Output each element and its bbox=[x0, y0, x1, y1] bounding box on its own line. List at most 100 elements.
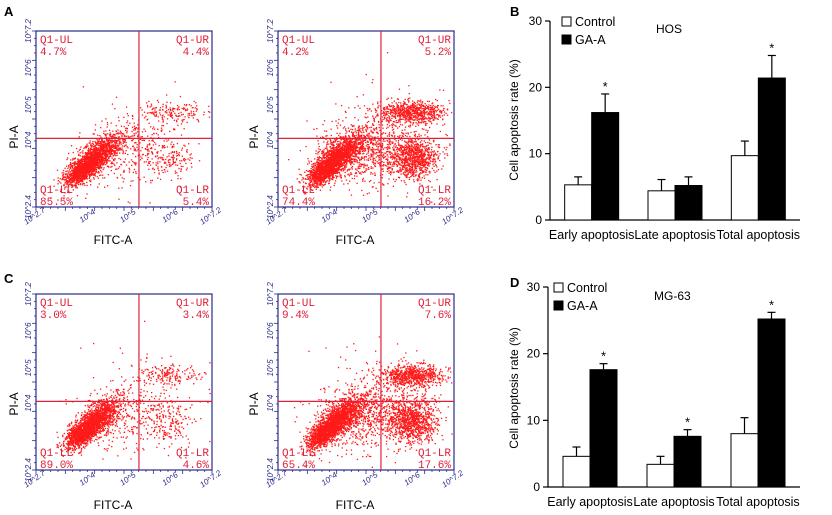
y-tick-label: 10^4 bbox=[266, 131, 275, 149]
panel-letter-a: A bbox=[4, 4, 14, 19]
panel-c: C PI-A PI-A FITC-A FITC-A bbox=[4, 271, 374, 512]
quadrant-ll-name: Q1-LL bbox=[282, 185, 315, 197]
quadrant-ul-name: Q1-UL bbox=[282, 35, 315, 47]
flow-plot-c1: Q1-UL3.0%Q1-UR3.4%Q1-LL89.0%Q1-LR4.6%10^… bbox=[22, 282, 223, 490]
quadrant-ll-value: 85.5% bbox=[40, 197, 73, 209]
quadrant-ll-value: 89.0% bbox=[40, 460, 73, 472]
quadrant-lr-value: 17.6% bbox=[418, 460, 451, 472]
ylabel-a1: PI-A bbox=[7, 125, 21, 148]
y-tick-label: 10^6 bbox=[24, 59, 33, 77]
y-tick-label: 0 bbox=[535, 213, 542, 227]
significance-star: * bbox=[601, 349, 606, 364]
legend-label: GA-A bbox=[575, 33, 606, 47]
quadrant-ll-value: 65.4% bbox=[282, 460, 315, 472]
x-tick-label: 10^5 bbox=[360, 207, 380, 224]
quadrant-ll-name: Q1-LL bbox=[40, 448, 73, 460]
significance-star: * bbox=[769, 40, 774, 55]
quadrant-ul-name: Q1-UL bbox=[282, 298, 315, 310]
y-tick-label: 10^4 bbox=[266, 394, 275, 412]
y-tick-label: 10^7.2 bbox=[266, 19, 275, 43]
quadrant-lr-value: 16.2% bbox=[418, 197, 451, 209]
quadrant-ur-value: 3.4% bbox=[183, 310, 210, 322]
category-label: Total apoptosis bbox=[717, 228, 800, 242]
y-tick-label: 10^5 bbox=[266, 96, 275, 114]
y-tick-label: 30 bbox=[529, 14, 543, 28]
y-tick-label: 10^6 bbox=[266, 322, 275, 340]
x-tick-label: 10^6 bbox=[160, 470, 180, 487]
quadrant-ll-value: 74.4% bbox=[282, 197, 315, 209]
scatter-dots bbox=[288, 52, 453, 203]
bar-ga-a bbox=[673, 435, 702, 488]
panel-letter-c: C bbox=[4, 271, 14, 286]
flow-plot-a1: Q1-UL4.7%Q1-UR4.4%Q1-LL85.5%Q1-LR5.4%10^… bbox=[22, 19, 223, 227]
bar-chart-b: 0 10 20 30 * Early apoptosis Late apoptosis * To… bbox=[529, 14, 800, 242]
x-tick-label: 10^5 bbox=[118, 470, 138, 487]
panel-a: A PI-A PI-A FITC-A FITC-A bbox=[4, 4, 374, 247]
bar-control bbox=[564, 184, 593, 221]
scatter-dots bbox=[56, 320, 211, 460]
y-tick-label: 10^4 bbox=[24, 394, 33, 412]
bar-ga-a bbox=[757, 77, 786, 221]
quadrant-ul-name: Q1-UL bbox=[40, 35, 73, 47]
quadrant-ur-name: Q1-UR bbox=[176, 35, 209, 47]
quadrant-lr-name: Q1-LR bbox=[418, 185, 451, 197]
cell-line-b: HOS bbox=[656, 22, 682, 36]
x-tick-label: 10^6 bbox=[402, 470, 422, 487]
ylabel-c2: PI-A bbox=[247, 392, 261, 415]
y-tick-label: 10^6 bbox=[266, 59, 275, 77]
y-tick-label: 10^2.4 bbox=[24, 195, 33, 219]
y-tick-label: 10^7.2 bbox=[24, 282, 33, 306]
scatter-dots bbox=[290, 336, 453, 468]
quadrant-lr-value: 5.4% bbox=[183, 197, 210, 209]
y-tick-label: 10^2.4 bbox=[266, 458, 275, 482]
ylabel-c1: PI-A bbox=[7, 392, 21, 415]
quadrant-lr-value: 4.6% bbox=[183, 460, 210, 472]
y-tick-label: 10^5 bbox=[24, 359, 33, 377]
bar-control bbox=[646, 463, 675, 488]
quadrant-lr-name: Q1-LR bbox=[176, 185, 209, 197]
legend-label: Control bbox=[567, 281, 607, 295]
quadrant-ll-name: Q1-LL bbox=[40, 185, 73, 197]
quadrant-ul-value: 4.2% bbox=[282, 47, 309, 59]
quadrant-ur-name: Q1-UR bbox=[176, 298, 209, 310]
bar-control bbox=[730, 155, 759, 221]
xlabel-a2: FITC-A bbox=[336, 233, 375, 247]
quadrant-ul-value: 4.7% bbox=[40, 47, 67, 59]
bar-control bbox=[562, 455, 591, 488]
quadrant-lr-name: Q1-LR bbox=[176, 448, 209, 460]
y-tick-label: 20 bbox=[529, 80, 543, 94]
legend-swatch bbox=[553, 300, 564, 311]
bar-ga-a bbox=[674, 185, 703, 221]
y-tick-label: 0 bbox=[533, 480, 540, 494]
cell-line-d: MG-63 bbox=[654, 289, 691, 303]
panel-b: B Cell apoptosis rate (%) HOS 0 10 20 30 * Ea… bbox=[507, 4, 800, 242]
quadrant-lr-name: Q1-LR bbox=[418, 448, 451, 460]
quadrant-ur-value: 5.2% bbox=[425, 47, 452, 59]
category-label: Late apoptosis bbox=[633, 495, 714, 509]
bar-ga-a bbox=[591, 112, 620, 221]
quadrant-ll-name: Q1-LL bbox=[282, 448, 315, 460]
y-tick-label: 10^7.2 bbox=[266, 282, 275, 306]
quadrant-ur-value: 4.4% bbox=[183, 47, 210, 59]
bar-ga-a bbox=[757, 318, 786, 488]
flow-plot-c2: Q1-UL9.4%Q1-UR7.6%Q1-LL65.4%Q1-LR17.6%10… bbox=[264, 282, 465, 490]
bar-control bbox=[647, 190, 676, 221]
quadrant-ul-value: 9.4% bbox=[282, 310, 309, 322]
panel-letter-d: D bbox=[510, 275, 519, 290]
bar-chart-d: 0 10 20 30 * Early apoptosis * Late apoptosis * T… bbox=[527, 280, 800, 509]
y-tick-label: 10^7.2 bbox=[24, 19, 33, 43]
scatter-dots bbox=[50, 81, 211, 204]
significance-star: * bbox=[603, 79, 608, 94]
category-label: Early apoptosis bbox=[547, 495, 632, 509]
xlabel-c1: FITC-A bbox=[94, 498, 133, 512]
category-label: Total apoptosis bbox=[716, 495, 799, 509]
legend-label: GA-A bbox=[567, 299, 598, 313]
quadrant-ur-value: 7.6% bbox=[425, 310, 452, 322]
x-tick-label: 10^6 bbox=[160, 207, 180, 224]
y-tick-label: 10^5 bbox=[24, 96, 33, 114]
x-tick-label: 10^5 bbox=[118, 207, 138, 224]
x-tick-label: 10^5 bbox=[360, 470, 380, 487]
quadrant-ul-value: 3.0% bbox=[40, 310, 67, 322]
category-label: Late apoptosis bbox=[634, 228, 715, 242]
